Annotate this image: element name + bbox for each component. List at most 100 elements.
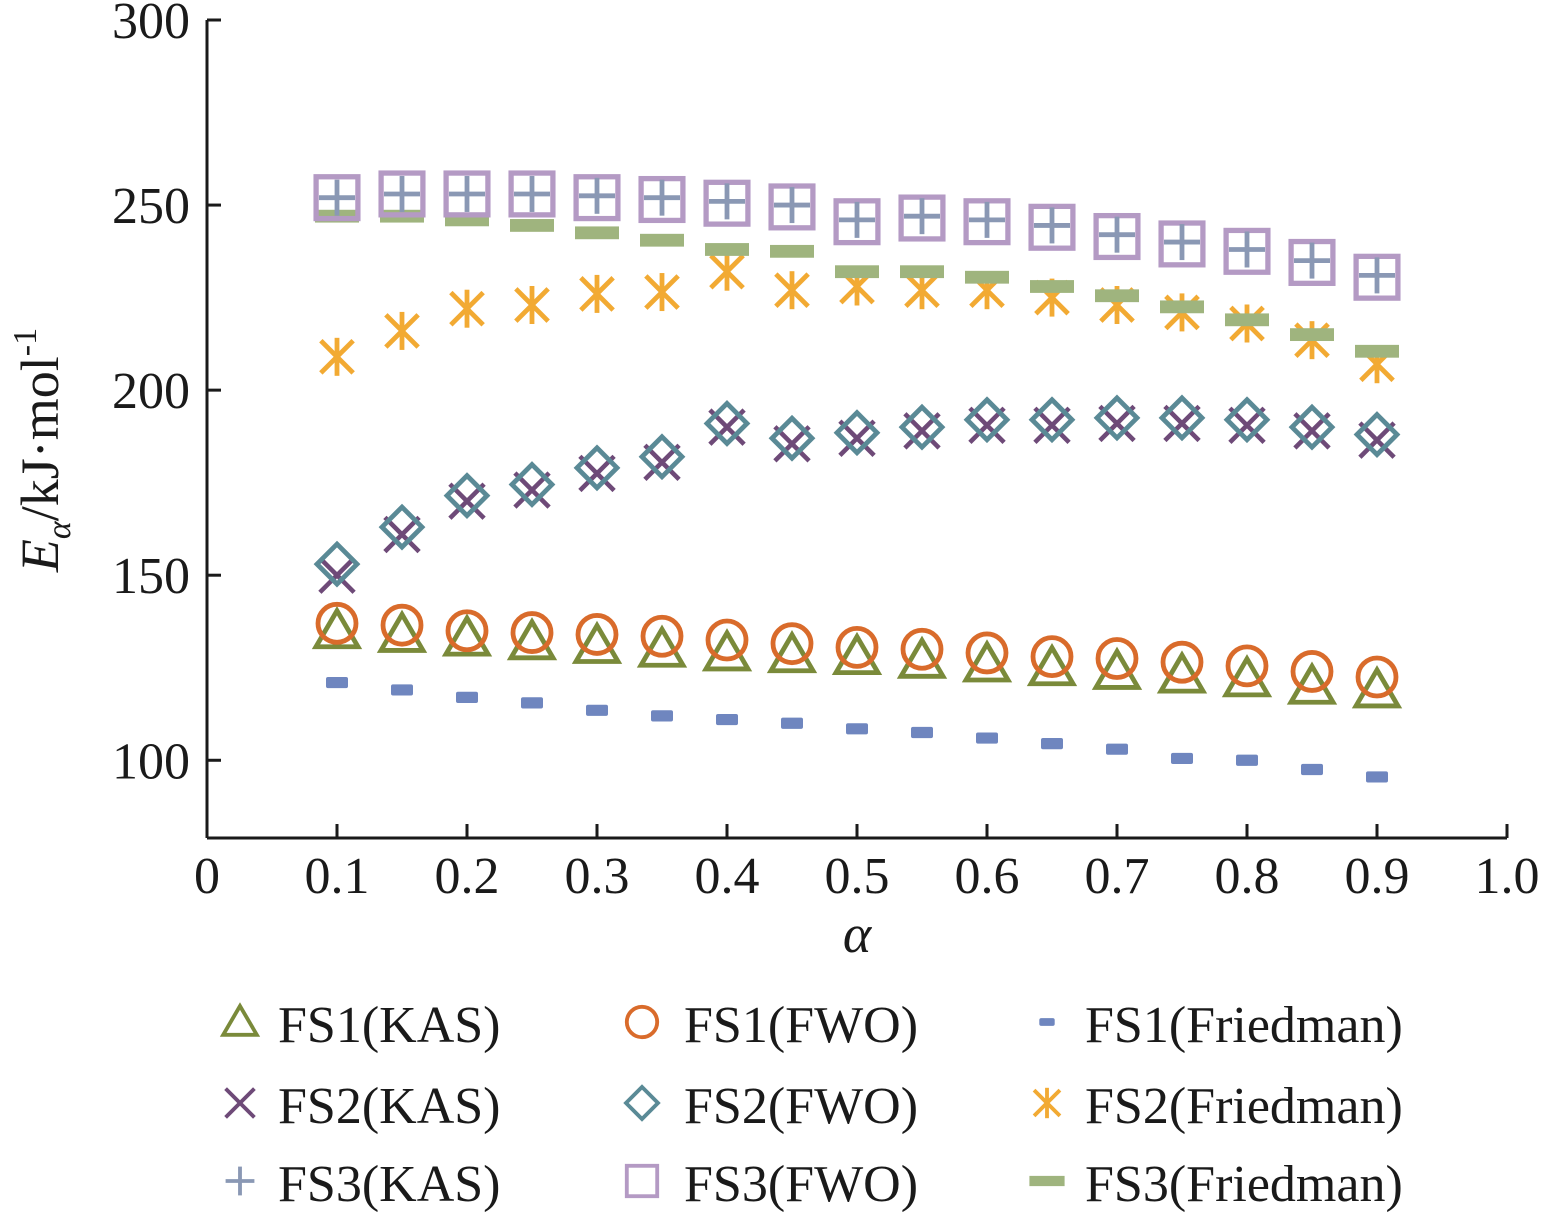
data-point xyxy=(318,556,356,594)
data-point xyxy=(709,183,745,220)
legend-label: FS2(FWO) xyxy=(684,1078,918,1135)
data-point xyxy=(1355,655,1399,699)
x-tick-label: 0.8 xyxy=(1215,848,1280,905)
data-point xyxy=(1286,661,1338,705)
data-point xyxy=(1160,640,1204,684)
data-point xyxy=(1156,650,1208,694)
legend-item: FS1(KAS) xyxy=(219,997,501,1054)
data-point xyxy=(384,175,420,212)
data-point xyxy=(1171,752,1193,765)
data-point xyxy=(571,620,623,664)
x-tick-label: 0.9 xyxy=(1345,848,1410,905)
data-point xyxy=(391,684,413,696)
data-point xyxy=(833,409,881,457)
data-point xyxy=(573,174,621,222)
data-point xyxy=(965,631,1009,675)
data-point xyxy=(508,170,556,218)
x-tick-label: 1.0 xyxy=(1475,848,1540,905)
legend-label: FS3(FWO) xyxy=(684,1156,918,1213)
data-point xyxy=(961,639,1013,683)
legend-marker xyxy=(624,1004,660,1040)
data-point xyxy=(1223,396,1271,444)
data-point xyxy=(1229,231,1265,268)
x-tick-label: 0.2 xyxy=(435,848,500,905)
data-point xyxy=(781,717,803,729)
data-point xyxy=(579,274,615,313)
x-axis-title: α xyxy=(843,904,873,964)
data-point xyxy=(445,609,489,653)
data-point xyxy=(441,613,493,657)
plot-markers xyxy=(311,170,1403,783)
data-point xyxy=(969,201,1005,238)
data-point xyxy=(1093,212,1141,261)
data-point xyxy=(1028,203,1076,251)
data-point xyxy=(1030,635,1074,679)
data-point xyxy=(1366,771,1388,783)
data-point xyxy=(636,624,688,668)
data-point xyxy=(579,177,615,214)
x-ticks: 0 0.1 0.2 0.3 0.4 0.5 0.6 0.7 0.8 0.9 1.0 xyxy=(194,824,1540,905)
legend: FS1(KAS) FS1(FWO) FS1(Friedman) FS2(KAS) FS2… xyxy=(219,997,1403,1213)
y-tick-label: 200 xyxy=(112,363,190,420)
data-point xyxy=(701,628,753,672)
data-point xyxy=(904,198,940,235)
y-tick-label: 100 xyxy=(112,733,190,790)
data-point xyxy=(1353,411,1401,458)
legend-label: FS2(KAS) xyxy=(278,1078,501,1135)
legend-label: FS1(KAS) xyxy=(278,997,501,1054)
data-point xyxy=(311,605,363,650)
data-point xyxy=(326,676,348,689)
legend-item: FS3(KAS) xyxy=(225,1156,501,1213)
data-point xyxy=(443,170,491,218)
data-point xyxy=(716,713,738,726)
data-point xyxy=(449,175,485,212)
axes: 0 0.1 0.2 0.3 0.4 0.5 0.6 0.7 0.8 0.9 1.0 100 150 20… xyxy=(112,0,1540,905)
legend-label: FS1(FWO) xyxy=(684,997,918,1054)
x-tick-label: 0.7 xyxy=(1085,848,1150,905)
data-point xyxy=(1223,227,1271,275)
data-point xyxy=(573,444,621,492)
data-point xyxy=(1030,280,1074,293)
x-tick-label: 0.6 xyxy=(955,848,1020,905)
data-point xyxy=(313,174,361,222)
data-point xyxy=(896,635,948,679)
y-axis-title-base: E xyxy=(10,539,70,573)
legend-marker xyxy=(225,1166,255,1196)
data-point xyxy=(640,233,684,247)
legend-label: FS3(Friedman) xyxy=(1085,1156,1403,1213)
data-point xyxy=(1351,665,1403,709)
data-point xyxy=(774,187,810,224)
data-point xyxy=(378,503,426,551)
legend-marker xyxy=(224,1087,256,1119)
legend-marker xyxy=(623,1084,661,1122)
data-point xyxy=(703,400,751,447)
data-point xyxy=(1160,300,1204,314)
data-point xyxy=(1236,754,1258,766)
data-point xyxy=(774,271,810,310)
x-tick-label: 0.3 xyxy=(565,848,630,905)
x-tick-label: 0.4 xyxy=(695,848,760,905)
data-point xyxy=(770,244,814,258)
data-point xyxy=(644,273,680,312)
data-point xyxy=(709,252,745,291)
data-point xyxy=(651,710,673,722)
legend-label: FS3(KAS) xyxy=(278,1156,501,1213)
data-point xyxy=(833,198,881,246)
data-point xyxy=(456,691,478,703)
y-tick-label: 300 xyxy=(112,0,190,50)
legend-marker xyxy=(624,1163,660,1199)
data-point xyxy=(586,704,608,716)
data-point xyxy=(384,311,420,350)
data-point xyxy=(1028,396,1076,444)
data-point xyxy=(835,625,879,669)
x-tick-label: 0.1 xyxy=(305,848,370,905)
data-point xyxy=(640,614,684,658)
data-point xyxy=(319,179,355,216)
data-point xyxy=(898,403,946,451)
data-point xyxy=(1355,344,1399,358)
data-point xyxy=(1288,238,1336,286)
data-point xyxy=(638,433,686,481)
data-point xyxy=(443,472,491,520)
data-point xyxy=(900,627,944,671)
